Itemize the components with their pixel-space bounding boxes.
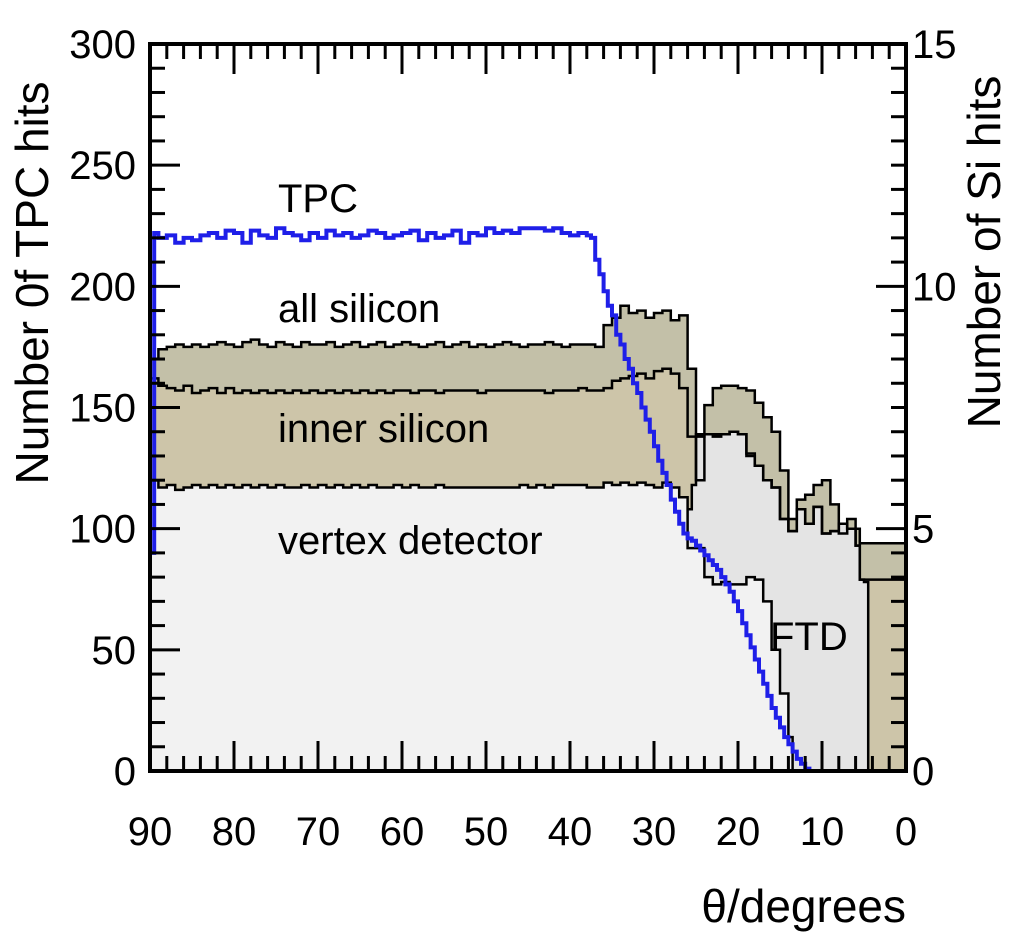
- y-tick-label: 150: [69, 387, 136, 431]
- series-outlines: [150, 226, 908, 773]
- annotation-vertex-detector: vertex detector: [278, 519, 543, 563]
- annotation-tpc: TPC: [278, 177, 358, 221]
- vertex-detector-line: [150, 478, 906, 773]
- y-tick-labels: 0 50 100 150 200 250 300: [69, 23, 136, 794]
- x-tick-label: 40: [548, 810, 593, 854]
- y2-tick-labels: 0 5 10 15: [912, 23, 957, 794]
- x-tick-label: 0: [895, 810, 917, 854]
- all-silicon-line: [150, 304, 908, 771]
- x-tick-label: 90: [128, 810, 173, 854]
- x-tick-label: 60: [380, 810, 425, 854]
- x-tick-label: 20: [716, 810, 761, 854]
- y2-axis-title: Number of Si hits: [958, 76, 1009, 429]
- y-tick-label: 250: [69, 144, 136, 188]
- tpc-line: [150, 226, 906, 773]
- y2-tick-label: 10: [912, 265, 957, 309]
- y2-tick-label: 15: [912, 23, 957, 67]
- y-tick-label: 0: [114, 750, 136, 794]
- x-tick-label: 10: [800, 810, 845, 854]
- y-axis-title: Number 0f TPC hits: [6, 81, 58, 484]
- x-tick-label: 50: [464, 810, 509, 854]
- annotation-inner-silicon: inner silicon: [278, 407, 489, 451]
- x-axis-title: θ/degrees: [701, 880, 906, 932]
- x-tick-label: 30: [632, 810, 677, 854]
- y-tick-label: 50: [92, 629, 137, 673]
- y-tick-label: 200: [69, 265, 136, 309]
- x-tick-labels: 90 80 70 60 50 40 30 20 10 0: [128, 810, 917, 854]
- x-tick-label: 80: [212, 810, 257, 854]
- y-tick-label: 300: [69, 23, 136, 67]
- y-tick-label: 100: [69, 508, 136, 552]
- plot-frame: [148, 42, 908, 773]
- ftd-line: [687, 430, 906, 773]
- silicon-fill-areas: [150, 305, 906, 771]
- annotation-ftd: FTD: [770, 615, 848, 659]
- vertex-detector-area: [150, 480, 906, 771]
- annotation-all-silicon: all silicon: [278, 287, 440, 331]
- y2-tick-label: 5: [912, 508, 934, 552]
- x-tick-label: 70: [296, 810, 341, 854]
- y2-tick-label: 0: [912, 750, 934, 794]
